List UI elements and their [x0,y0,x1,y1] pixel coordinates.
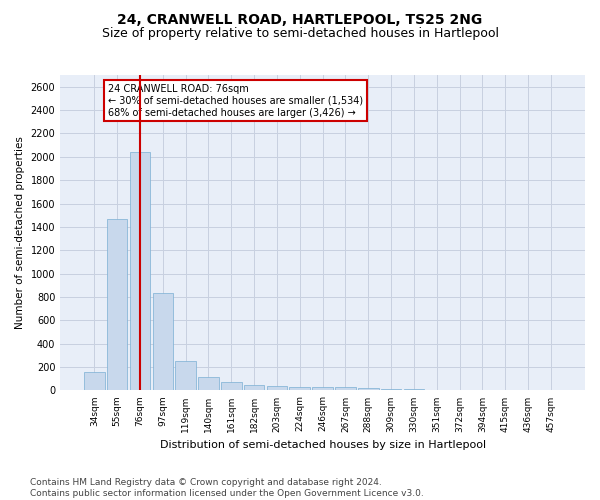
Bar [335,387,356,390]
Bar [266,386,287,390]
Text: Size of property relative to semi-detached houses in Hartlepool: Size of property relative to semi-detach… [101,28,499,40]
Text: Contains HM Land Registry data © Crown copyright and database right 2024.
Contai: Contains HM Land Registry data © Crown c… [30,478,424,498]
Bar [107,218,127,390]
Bar [358,388,379,390]
Text: 24 CRANWELL ROAD: 76sqm
← 30% of semi-detached houses are smaller (1,534)
68% of: 24 CRANWELL ROAD: 76sqm ← 30% of semi-de… [108,84,363,117]
Bar [313,387,333,390]
Bar [221,382,242,390]
Bar [198,377,219,390]
Bar [244,385,265,390]
Y-axis label: Number of semi-detached properties: Number of semi-detached properties [15,136,25,329]
Text: 24, CRANWELL ROAD, HARTLEPOOL, TS25 2NG: 24, CRANWELL ROAD, HARTLEPOOL, TS25 2NG [118,12,482,26]
Bar [289,387,310,390]
Bar [152,293,173,390]
Bar [84,372,104,390]
Bar [175,360,196,390]
Bar [130,152,150,390]
X-axis label: Distribution of semi-detached houses by size in Hartlepool: Distribution of semi-detached houses by … [160,440,485,450]
